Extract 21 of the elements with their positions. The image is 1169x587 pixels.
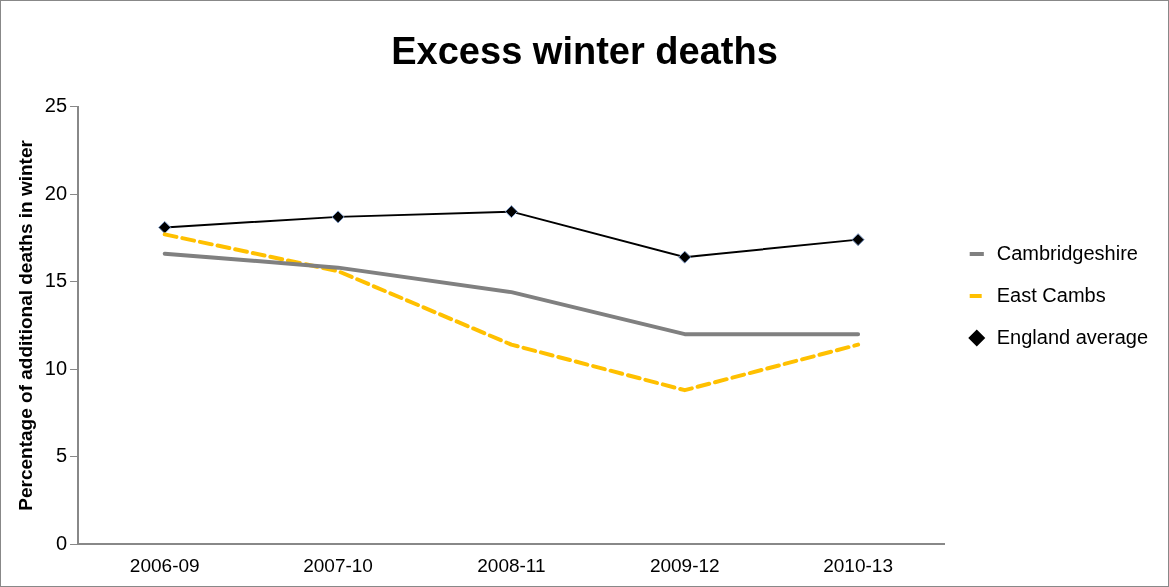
point — [504, 205, 518, 219]
y-tick-label: 25 — [44, 94, 68, 117]
x-tick-label: 2009-12 — [649, 554, 720, 576]
x-tick-label: 2007-10 — [303, 554, 373, 576]
y-tick-label: 0 — [55, 531, 68, 554]
y-tick-label: 15 — [44, 269, 68, 292]
y-axis-title: Percentage of additional deaths in winter — [14, 139, 36, 511]
point — [331, 210, 345, 224]
legend-label: England average — [996, 325, 1148, 348]
legend-label: Cambridgeshire — [996, 241, 1138, 264]
x-tick-label: 2008-11 — [477, 554, 546, 576]
point — [851, 233, 865, 247]
x-tick-label: 2006-09 — [129, 554, 200, 576]
y-tick-label: 20 — [44, 181, 68, 204]
chart-title: Excess winter deaths — [391, 30, 778, 73]
point — [678, 250, 692, 264]
x-tick-label: 2010-13 — [823, 554, 893, 576]
y-tick-label: 10 — [44, 356, 68, 379]
legend-label: East Cambs — [996, 283, 1106, 306]
point — [158, 220, 172, 234]
y-tick-label: 5 — [55, 444, 68, 467]
